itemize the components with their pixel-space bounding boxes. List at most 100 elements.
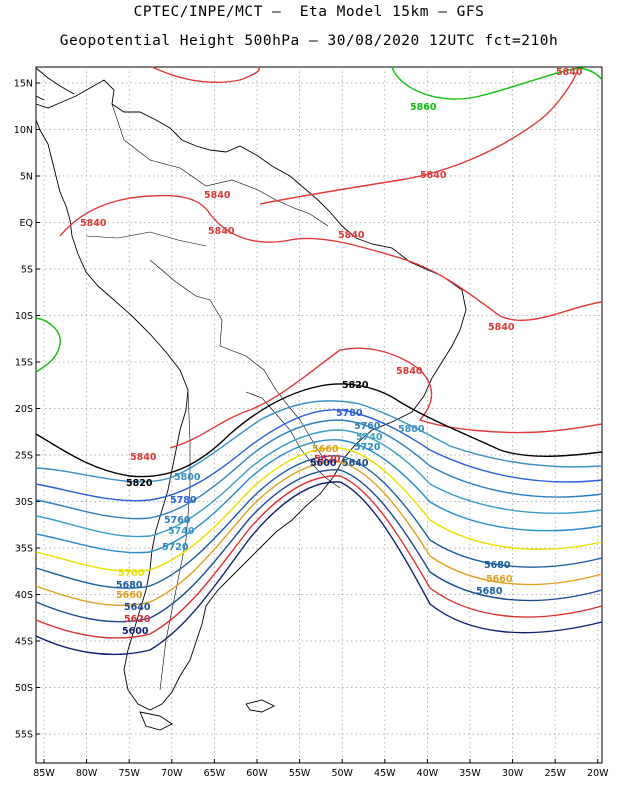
label-5840-ne-corner: 5840 [556, 67, 583, 78]
label-5660-east: 5660 [486, 574, 513, 585]
tierra-del-fuego [139, 711, 173, 731]
map-title-line2: Geopotential Height 500hPa – 30/08/2020 … [59, 33, 559, 49]
lat-tick-label: 50S [15, 683, 33, 694]
label-5840-southwest: 5840 [130, 452, 157, 463]
lon-tick-label: 40W [417, 768, 439, 779]
graticule [36, 67, 602, 763]
lon-tick-label: 20W [587, 768, 609, 779]
lat-tick-label: 15S [15, 358, 33, 369]
label-5620-center: 5620 [314, 454, 341, 465]
contour-5720 [35, 439, 603, 554]
contour-5800 [35, 400, 603, 483]
central-america-coastline [35, 67, 75, 101]
contour-5780 [35, 409, 603, 502]
contour-labels: 5860 5840 5840 5840 5840 5840 5840 5840 … [80, 67, 583, 637]
label-5800-west: 5800 [174, 472, 201, 483]
border-colombia-peru [85, 231, 207, 247]
label-5840-southeast: 5840 [396, 366, 423, 377]
label-5620-west: 5620 [124, 614, 151, 625]
label-5680-east-2: 5680 [476, 586, 503, 597]
label-5600-center: 5600 [310, 458, 337, 469]
south-america-coastline [35, 79, 467, 711]
label-5680-west: 5680 [116, 580, 143, 591]
contour-5620 [35, 475, 603, 639]
contour-5840-ne [259, 69, 579, 205]
label-5660-center: 5660 [312, 444, 339, 455]
lon-tick-label: 35W [459, 768, 481, 779]
contour-5600 [35, 481, 603, 656]
contour-5700 [35, 447, 603, 572]
lat-tick-label: 35S [15, 544, 33, 555]
border-paraguay [245, 391, 301, 449]
falkland-islands [245, 699, 276, 713]
contour-5760 [35, 419, 603, 520]
lon-tick-label: 45W [374, 768, 396, 779]
label-5760-west: 5760 [164, 515, 191, 526]
lon-tick-label: 50W [331, 768, 353, 779]
map-title-line1: CPTEC/INPE/MCT – Eta Model 15km – GFS [133, 4, 485, 20]
lat-tick-label: 10S [15, 311, 33, 322]
lat-tick-label: 5S [21, 265, 33, 276]
contour-5840-coast [169, 347, 603, 449]
lon-tick-label: 85W [33, 768, 55, 779]
contour-5840-north [151, 66, 260, 83]
label-5740-east: 5740 [356, 432, 383, 443]
lat-tick-label: 55S [15, 730, 33, 741]
label-5720-west: 5720 [162, 542, 189, 553]
label-5820-east: 5820 [342, 380, 369, 391]
coastlines [35, 67, 467, 731]
label-5840-west: 5840 [80, 218, 107, 229]
lon-tick-label: 55W [289, 768, 311, 779]
label-5780-west: 5780 [170, 495, 197, 506]
label-5760-east: 5760 [354, 421, 381, 432]
lon-tick-label: 60W [246, 768, 268, 779]
label-5680-east-1: 5680 [484, 560, 511, 571]
lat-tick-label: 40S [15, 590, 33, 601]
label-5740-west: 5740 [168, 526, 195, 537]
contour-5660 [35, 461, 603, 607]
axis-ticks: 15N 10N 5N EQ 5S 10S 15S 20S 25S 30S 35S 40S 45S 50S 5… [14, 79, 609, 780]
lat-tick-label: 5N [20, 172, 33, 183]
label-5720-east: 5720 [354, 442, 381, 453]
height-contours [35, 66, 603, 656]
label-5840-amazon-1: 5840 [204, 190, 231, 201]
map-frame [35, 66, 603, 764]
label-5840-atlantic: 5840 [420, 170, 447, 181]
contour-5680 [35, 455, 603, 589]
contour-5860-west [35, 317, 61, 373]
lat-tick-label: 45S [15, 637, 33, 648]
lat-tick-label: 10N [14, 125, 33, 136]
contour-5840-equator [59, 194, 603, 321]
label-5860-north: 5860 [410, 102, 437, 113]
lon-tick-label: 70W [161, 768, 183, 779]
label-5640-center: 5640 [342, 458, 369, 469]
lon-tick-label: 30W [502, 768, 524, 779]
lat-tick-label: EQ [20, 218, 33, 229]
lon-tick-label: 80W [76, 768, 98, 779]
border-colombia-venezuela [111, 103, 259, 191]
lon-tick-label: 75W [118, 768, 140, 779]
label-5640-west: 5640 [124, 602, 151, 613]
label-5600-west: 5600 [122, 626, 149, 637]
label-5800-east: 5800 [398, 424, 425, 435]
border-peru-brazil [149, 259, 223, 347]
contour-5740 [35, 429, 603, 538]
contour-5860-north [391, 66, 603, 100]
lat-tick-label: 20S [15, 404, 33, 415]
contour-5820 [35, 383, 603, 478]
label-5840-east: 5840 [488, 322, 515, 333]
lat-tick-label: 15N [14, 79, 33, 90]
label-5840-coast: 5840 [338, 230, 365, 241]
border-guianas [257, 189, 329, 227]
lon-tick-label: 65W [204, 768, 226, 779]
label-5700-west: 5700 [118, 568, 145, 579]
label-5780-east: 5780 [336, 408, 363, 419]
contour-5640 [35, 469, 603, 623]
lon-tick-label: 25W [544, 768, 566, 779]
label-5660-west: 5660 [116, 590, 143, 601]
label-5820-west: 5820 [126, 478, 153, 489]
lat-tick-label: 25S [15, 451, 33, 462]
lat-tick-label: 30S [15, 497, 33, 508]
label-5840-amazon-2: 5840 [208, 226, 235, 237]
